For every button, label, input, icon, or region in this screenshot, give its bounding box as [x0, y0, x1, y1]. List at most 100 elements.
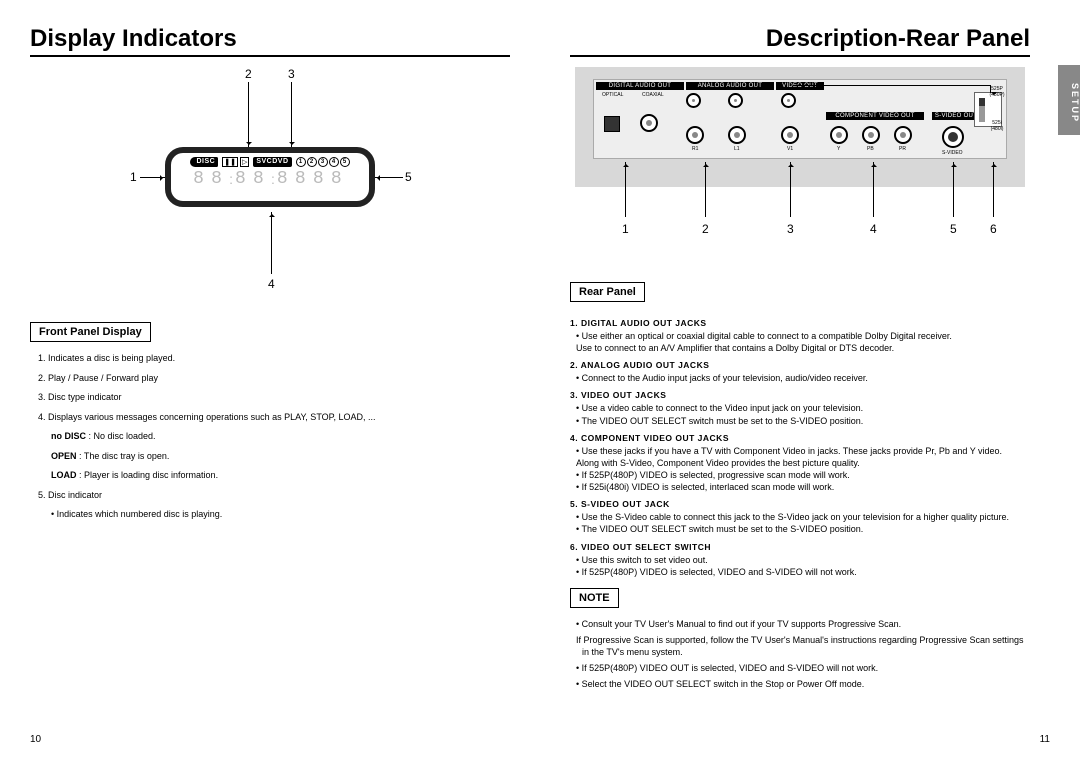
sw-525i: 525i (480i)	[984, 120, 1010, 132]
rule	[570, 55, 1030, 57]
jack-optical	[604, 116, 620, 132]
front-panel-list: 1. Indicates a disc is being played.2. P…	[30, 352, 510, 522]
callout-3: 3	[288, 67, 295, 81]
note-body: • Consult your TV User's Manual to find …	[570, 618, 1030, 691]
section-heading: 5. S-VIDEO OUT JACK	[570, 499, 1030, 509]
sub-r1: R1	[692, 146, 698, 152]
arrow-2	[248, 82, 249, 147]
seg	[235, 169, 251, 191]
sub-y: Y	[837, 146, 840, 152]
section-bullet: • Use this switch to set video out.	[582, 554, 1030, 566]
rc-4: 4	[870, 222, 877, 236]
section-bullet: • If 525P(480P) VIDEO is selected, VIDEO…	[582, 566, 1030, 578]
note-line: • Select the VIDEO OUT SELECT switch in …	[582, 678, 1030, 690]
seg	[313, 169, 329, 191]
disc-num-4: 4	[329, 157, 339, 167]
sub-optical: OPTICAL	[602, 92, 623, 98]
list-sub-item: • Indicates which numbered disc is playi…	[56, 508, 510, 522]
lcd-diagram: 1 2 3 5 4 DISC ❚❚▷ SVCDVD 1 2 3	[90, 67, 450, 292]
rear-sections: 1. DIGITAL AUDIO OUT JACKS • Use either a…	[570, 318, 1030, 578]
section-bullet: • If 525P(480P) VIDEO is selected, progr…	[582, 469, 1030, 481]
disc-num-3: 3	[318, 157, 328, 167]
jack-pr	[894, 126, 912, 144]
switch-handle	[979, 98, 985, 106]
list-sub-item: no DISC : No disc loaded.	[56, 430, 510, 444]
sub-l1: L1	[734, 146, 740, 152]
section-heading: 3. VIDEO OUT JACKS	[570, 390, 1030, 400]
callout-2: 2	[245, 67, 252, 81]
disc-num-5: 5	[340, 157, 350, 167]
page-num-10: 10	[30, 734, 41, 745]
rc-5: 5	[950, 222, 957, 236]
label-component: COMPONENT VIDEO OUT	[826, 112, 924, 120]
list-item: 1. Indicates a disc is being played.	[48, 352, 510, 366]
left-title: Display Indicators	[30, 25, 510, 53]
connector-line	[793, 85, 991, 93]
jack-r2	[686, 93, 701, 108]
label-digital-audio: DIGITAL AUDIO OUT	[596, 82, 684, 90]
seg	[211, 169, 227, 191]
list-sub-item: LOAD : Player is loading disc informatio…	[56, 469, 510, 483]
section-bullet: Use to connect to an A/V Amplifier that …	[582, 342, 1030, 354]
manual-spread: Display Indicators 1 2 3 5 4 DISC ❚❚▷ SV…	[0, 0, 1080, 763]
rarrow-2	[705, 162, 706, 217]
callout-4: 4	[268, 277, 275, 291]
section-heading: 1. DIGITAL AUDIO OUT JACKS	[570, 318, 1030, 328]
section-bullet: • Connect to the Audio input jacks of yo…	[582, 372, 1030, 384]
page-right: Description-Rear Panel SETUP DIGITAL AUD…	[540, 0, 1080, 763]
rarrow-4	[873, 162, 874, 217]
jack-r1	[686, 126, 704, 144]
list-sub-item: OPEN : The disc tray is open.	[56, 450, 510, 464]
rarrow-3	[790, 162, 791, 217]
sub-pr: PR	[899, 146, 906, 152]
label-svideo: S-VIDEO OUT	[932, 112, 980, 120]
sub-v1: V1	[787, 146, 793, 152]
callout-1: 1	[130, 170, 137, 184]
lcd-row1: DISC ❚❚▷ SVCDVD 1 2 3 4 5	[171, 153, 369, 167]
list-item: 5. Disc indicator	[48, 489, 510, 503]
note-line: If Progressive Scan is supported, follow…	[582, 634, 1030, 658]
section-heading: 2. ANALOG AUDIO OUT JACKS	[570, 360, 1030, 370]
seg	[253, 169, 269, 191]
list-item: 3. Disc type indicator	[48, 391, 510, 405]
section-bullet: • If 525i(480i) VIDEO is selected, inter…	[582, 481, 1030, 493]
jack-y	[830, 126, 848, 144]
svcdvd-chip: SVCDVD	[253, 157, 291, 167]
seg	[331, 169, 347, 191]
rc-2: 2	[702, 222, 709, 236]
sub-svideo: S-VIDEO	[942, 150, 963, 156]
rule	[30, 55, 510, 57]
jack-svideo	[942, 126, 964, 148]
jack-l2	[728, 93, 743, 108]
seven-seg-row: : :	[171, 169, 369, 191]
disc-numbers: 1 2 3 4 5	[296, 157, 350, 167]
transport-icons: ❚❚▷	[222, 157, 249, 167]
note-line: • Consult your TV User's Manual to find …	[582, 618, 1030, 630]
sub-pb: PB	[867, 146, 874, 152]
callout-5: 5	[405, 170, 412, 184]
section-heading: 6. VIDEO OUT SELECT SWITCH	[570, 542, 1030, 552]
list-item: 4. Displays various messages concerning …	[48, 411, 510, 425]
sub-coaxial: COAXIAL	[642, 92, 664, 98]
seg	[193, 169, 209, 191]
page-left: Display Indicators 1 2 3 5 4 DISC ❚❚▷ SV…	[0, 0, 540, 763]
rc-3: 3	[787, 222, 794, 236]
arrow-3	[291, 82, 292, 147]
rarrow-5	[953, 162, 954, 217]
disc-num-1: 1	[296, 157, 306, 167]
section-bullet: • The VIDEO OUT SELECT switch must be se…	[582, 415, 1030, 427]
rear-panel-label: Rear Panel	[570, 282, 645, 302]
note-line: • If 525P(480P) VIDEO OUT is selected, V…	[582, 662, 1030, 674]
rc-1: 1	[622, 222, 629, 236]
rarrow-1	[625, 162, 626, 217]
section-heading: 4. COMPONENT VIDEO OUT JACKS	[570, 433, 1030, 443]
jack-v2	[781, 93, 796, 108]
page-num-11: 11	[1040, 734, 1050, 745]
rarrow-6	[993, 162, 994, 217]
colon: :	[271, 171, 275, 191]
setup-tab: SETUP	[1058, 65, 1080, 135]
colon: :	[229, 171, 233, 191]
section-bullet: • Use either an optical or coaxial digit…	[582, 330, 1030, 342]
right-title: Description-Rear Panel	[570, 25, 1030, 53]
lcd-panel: DISC ❚❚▷ SVCDVD 1 2 3 4 5 :	[165, 147, 375, 207]
